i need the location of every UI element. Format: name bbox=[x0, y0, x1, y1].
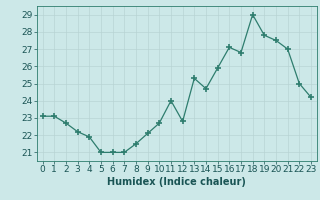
X-axis label: Humidex (Indice chaleur): Humidex (Indice chaleur) bbox=[108, 177, 246, 187]
